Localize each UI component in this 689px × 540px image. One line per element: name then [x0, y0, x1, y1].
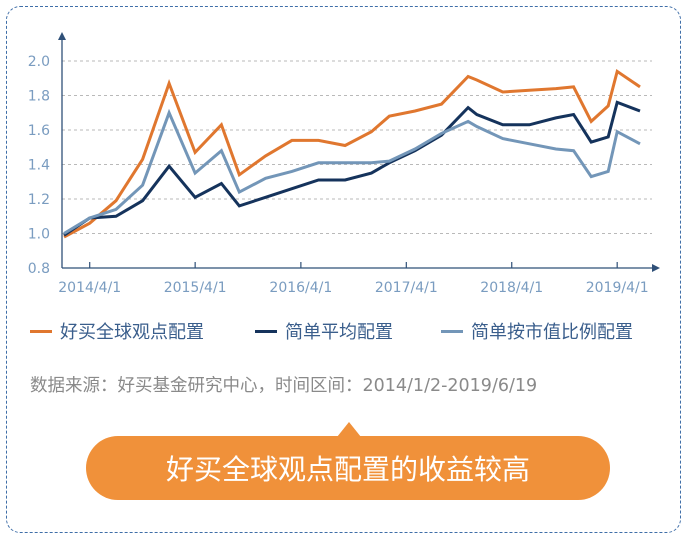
x-axis-arrow — [652, 264, 660, 272]
legend-label-1: 好买全球观点配置 — [60, 322, 204, 343]
legend-label-3: 简单按市值比例配置 — [471, 322, 633, 343]
conclusion-banner: 好买全球观点配置的收益较高 — [86, 436, 610, 500]
grid-lines — [62, 60, 652, 234]
y-tick-label: 1.8 — [28, 89, 50, 105]
dashed-frame — [6, 6, 681, 533]
banner-text: 好买全球观点配置的收益较高 — [165, 453, 530, 486]
y-tick-label: 1.4 — [28, 158, 50, 174]
x-tick-label: 2016/4/1 — [269, 280, 332, 296]
y-tick-label: 2.0 — [28, 54, 50, 70]
legend-item-series-2: 简单平均配置 — [255, 318, 393, 344]
y-axis-arrow — [58, 32, 66, 40]
legend-item-series-1: 好买全球观点配置 — [30, 318, 204, 344]
x-tick-labels: 2014/4/1 2015/4/1 2016/4/1 2017/4/1 2018/4/1… — [58, 280, 648, 296]
legend-label-2: 简单平均配置 — [285, 322, 393, 343]
x-tick-label: 2015/4/1 — [164, 280, 227, 296]
legend-swatch-3 — [441, 329, 463, 333]
x-tick-label: 2017/4/1 — [375, 280, 438, 296]
y-tick-label: 1.6 — [28, 123, 50, 139]
source-note: 数据来源：好买基金研究中心，时间区间：2014/1/2-2019/6/19 — [30, 376, 538, 396]
series-line-1 — [63, 68, 641, 239]
series-line-3 — [63, 108, 641, 235]
x-tick-label: 2014/4/1 — [58, 280, 121, 296]
legend-swatch-2 — [255, 329, 277, 333]
y-tick-label: 1.0 — [28, 227, 50, 243]
legend-item-series-3: 简单按市值比例配置 — [441, 318, 633, 344]
x-tick-label: 2019/4/1 — [586, 280, 649, 296]
series-line-2 — [63, 100, 641, 237]
line-chart: 2.01.81.61.41.21.00.8 2014/4/1 2015/4/1 20… — [28, 32, 660, 296]
y-tick-label: 1.2 — [28, 192, 50, 208]
chart-legend: 好买全球观点配置 简单平均配置 简单按市值比例配置 — [30, 318, 670, 348]
y-tick-label: 0.8 — [28, 261, 50, 277]
banner-pointer — [337, 422, 361, 437]
legend-swatch-1 — [30, 329, 52, 333]
y-tick-labels: 2.0 1.8 1.6 1.4 1.2 1.0 0.8 — [28, 54, 50, 277]
x-tick-label: 2018/4/1 — [480, 280, 543, 296]
series-lines — [63, 68, 641, 239]
axes — [58, 32, 660, 272]
